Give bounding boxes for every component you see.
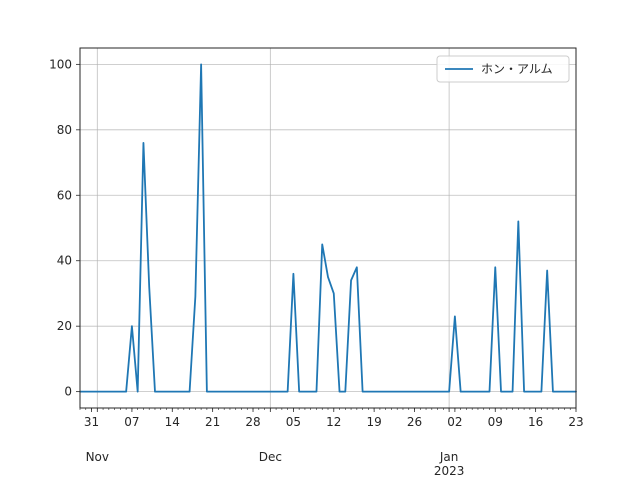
x-tick-label: 19 bbox=[366, 415, 381, 429]
x-tick-label: 16 bbox=[528, 415, 543, 429]
legend-box bbox=[436, 55, 570, 83]
x-month-label: Nov bbox=[86, 450, 109, 464]
x-month-label: Dec bbox=[259, 450, 282, 464]
legend: ホン・アルム bbox=[436, 55, 570, 83]
series-lines bbox=[79, 63, 577, 393]
x-year-label: 2023 bbox=[434, 464, 465, 478]
axes: 0 20 40 60 80 100 31 07 14 21 28 05 12 19 26 02 09 16 23 No… bbox=[49, 57, 584, 478]
x-tick-label: 12 bbox=[326, 415, 341, 429]
y-tick-label: 40 bbox=[57, 254, 72, 268]
x-month-label: Jan bbox=[439, 450, 459, 464]
x-tick-label: 26 bbox=[407, 415, 422, 429]
x-tick-label: 02 bbox=[447, 415, 462, 429]
y-tick-label: 20 bbox=[57, 319, 72, 333]
x-tick-label: 09 bbox=[488, 415, 503, 429]
y-tick-label: 80 bbox=[57, 123, 72, 137]
series-line-0 bbox=[79, 63, 577, 393]
legend-label: ホン・アルム bbox=[481, 62, 553, 76]
x-tick-label: 31 bbox=[84, 415, 99, 429]
x-tick-label: 23 bbox=[568, 415, 583, 429]
x-tick-label: 28 bbox=[245, 415, 260, 429]
x-tick-label: 07 bbox=[124, 415, 139, 429]
y-tick-label: 0 bbox=[64, 385, 72, 399]
x-tick-label: 21 bbox=[205, 415, 220, 429]
y-tick-label: 100 bbox=[49, 57, 72, 71]
y-tick-label: 60 bbox=[57, 188, 72, 202]
x-tick-label: 05 bbox=[286, 415, 301, 429]
x-tick-label: 14 bbox=[165, 415, 180, 429]
